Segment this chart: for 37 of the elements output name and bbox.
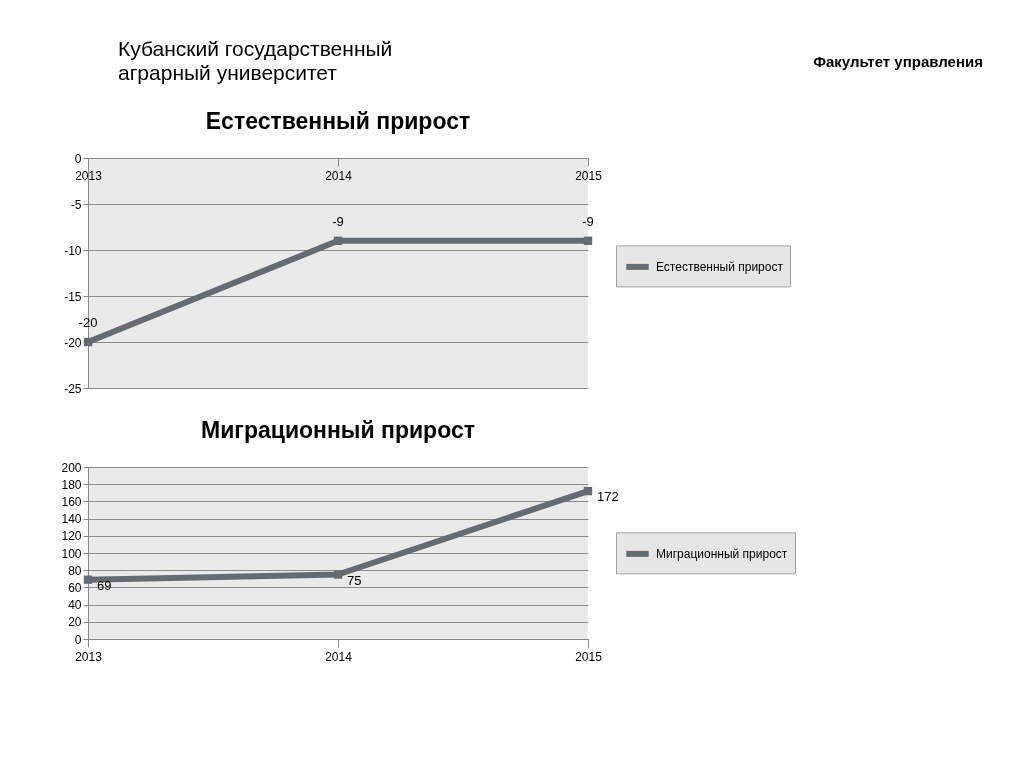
data-label: 75: [347, 572, 362, 588]
x-tick-label: 2014: [325, 168, 353, 183]
text: Факультет управления: [813, 53, 983, 70]
data-label: 172: [597, 489, 619, 505]
y-tick-label: 40: [68, 598, 82, 613]
x-tick-label: 2013: [75, 168, 103, 183]
point: [83, 575, 93, 584]
chart-title: Естественный прирост: [205, 108, 471, 134]
y-tick-label: 100: [61, 546, 82, 561]
y-tick-label: 80: [68, 563, 82, 578]
y-tick-label: 160: [61, 494, 82, 509]
legend-label: Естественный прирост: [656, 259, 784, 274]
y-tick-label: -5: [70, 197, 82, 212]
point: [583, 486, 593, 496]
y-tick-label: -25: [64, 381, 82, 396]
x-tick-label: 2015: [575, 168, 603, 183]
y-tick-label: 60: [68, 580, 82, 595]
text: Кубанский государственный аграрный университет: [118, 37, 393, 84]
data-label: -9: [582, 213, 594, 229]
x-tick-label: 2013: [75, 649, 103, 664]
x-tick-label: 2014: [325, 649, 353, 664]
y-tick-label: 200: [61, 460, 82, 475]
data-label: 69: [97, 577, 112, 593]
y-tick-label: 120: [61, 529, 82, 544]
y-tick-label: 20: [68, 615, 82, 630]
y-tick-label: -10: [64, 243, 82, 258]
y-tick-label: -15: [64, 289, 82, 304]
y-tick-label: 180: [61, 477, 82, 492]
data-label: -9: [332, 213, 344, 229]
chart-title: Миграционный прирост: [201, 417, 475, 443]
point: [333, 570, 343, 579]
x-tick-label: 2015: [575, 649, 603, 664]
legend-label: Миграционный прирост: [656, 546, 788, 561]
y-tick-label: 0: [74, 151, 82, 166]
y-tick-label: 0: [74, 632, 82, 647]
y-tick-label: 140: [61, 512, 82, 527]
y-tick-label: -20: [64, 335, 82, 350]
